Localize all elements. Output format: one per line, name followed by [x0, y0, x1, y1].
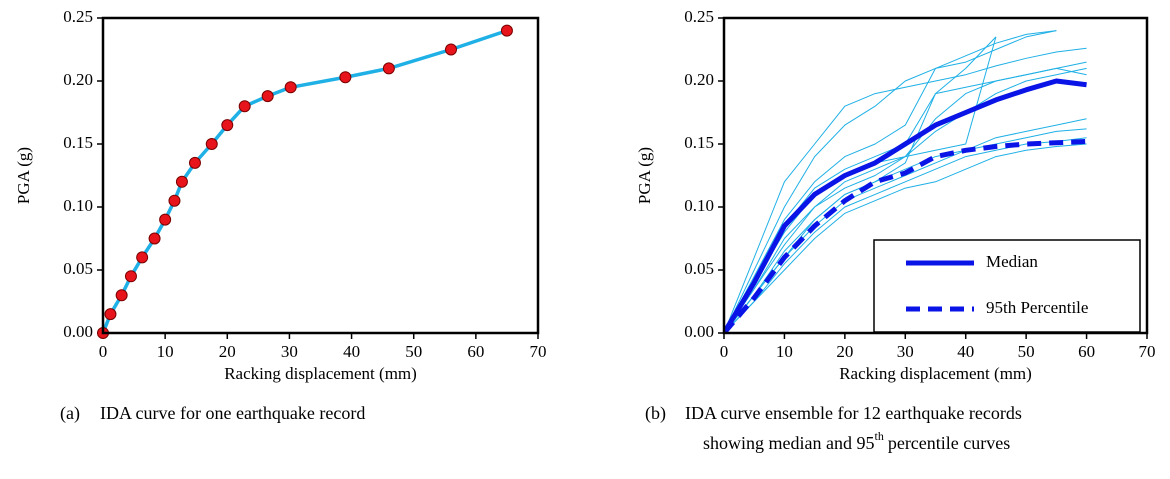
x-tick-label: 10: [776, 342, 793, 361]
legend-box: [873, 239, 1141, 333]
y-tick-label: 0.05: [684, 259, 714, 278]
marker: [188, 156, 201, 169]
y-tick-label: 0.20: [684, 70, 714, 89]
marker: [136, 251, 149, 264]
plot-area: [724, 30, 1087, 333]
x-tick-label: 20: [219, 342, 236, 361]
series-line: [724, 143, 1087, 333]
y-tick-label: 0.25: [63, 7, 93, 26]
caption-label: (b): [645, 403, 666, 424]
y-tick-label: 0.00: [63, 322, 93, 341]
caption-line: IDA curve ensemble for 12 earthquake rec…: [685, 403, 1022, 423]
x-axis-label: Racking displacement (mm): [224, 364, 417, 383]
x-tick-label: 50: [405, 342, 422, 361]
y-tick-label: 0.15: [684, 133, 714, 152]
plot-frame: [722, 16, 1149, 335]
marker: [339, 71, 352, 84]
x-tick-label: 50: [1018, 342, 1035, 361]
x-tick-label: 70: [530, 342, 547, 361]
series-line: [724, 128, 1087, 333]
y-axis-label: PGA (g): [14, 147, 33, 204]
marker: [168, 194, 181, 207]
x-tick-label: 30: [897, 342, 914, 361]
x-tick-label: 30: [281, 342, 298, 361]
series-line: [724, 78, 1087, 333]
caption-line: IDA curve for one earthquake record: [100, 403, 365, 423]
caption-text: IDA curve ensemble for 12 earthquake rec…: [685, 403, 1022, 423]
x-axis-label: Racking displacement (mm): [839, 364, 1032, 383]
marker: [205, 138, 218, 150]
marker: [115, 289, 128, 302]
marker: [104, 308, 117, 321]
marker: [500, 24, 513, 37]
caption-text: IDA curve for one earthquake record: [100, 403, 365, 423]
y-tick-label: 0.15: [63, 133, 93, 152]
caption-label: (a): [60, 403, 80, 424]
y-axis-label: PGA (g): [635, 147, 654, 204]
marker: [445, 43, 457, 56]
x-tick-label: 70: [1139, 342, 1156, 361]
marker: [148, 232, 161, 245]
series-line: [724, 47, 1087, 333]
x-tick-label: 40: [957, 342, 974, 361]
plot-frame: [101, 16, 540, 335]
y-tick-label: 0.10: [63, 196, 93, 215]
series-line: [724, 138, 1087, 333]
y-tick-label: 0.10: [684, 196, 714, 215]
x-tick-label: 0: [99, 342, 108, 361]
legend-label: Median: [986, 252, 1038, 271]
caption-text: showing median and 95th percentile curves: [703, 429, 1010, 453]
y-tick-label: 0.00: [684, 322, 714, 341]
plot-area: [103, 28, 508, 333]
marker: [175, 175, 188, 188]
marker: [159, 213, 172, 226]
caption-after: percentile curves: [888, 433, 1010, 453]
marker: [382, 62, 395, 75]
marker: [261, 90, 274, 103]
y-tick-label: 0.05: [63, 259, 93, 278]
marker: [221, 119, 234, 132]
x-tick-label: 20: [836, 342, 853, 361]
caption-line: showing median and 95: [703, 433, 874, 453]
x-tick-label: 40: [343, 342, 360, 361]
series-line: [724, 137, 1087, 333]
series-line: [103, 28, 508, 333]
x-tick-label: 60: [1078, 342, 1095, 361]
x-tick-label: 60: [467, 342, 484, 361]
x-tick-label: 0: [720, 342, 729, 361]
marker: [124, 270, 137, 283]
marker: [284, 81, 297, 94]
y-tick-label: 0.25: [684, 7, 714, 26]
series-line: [724, 30, 1057, 333]
y-tick-label: 0.20: [63, 70, 93, 89]
caption-sup: th: [874, 429, 883, 443]
legend-label: 95th Percentile: [986, 298, 1088, 317]
marker: [238, 100, 251, 113]
x-tick-label: 10: [157, 342, 174, 361]
series-line: [724, 30, 1057, 333]
